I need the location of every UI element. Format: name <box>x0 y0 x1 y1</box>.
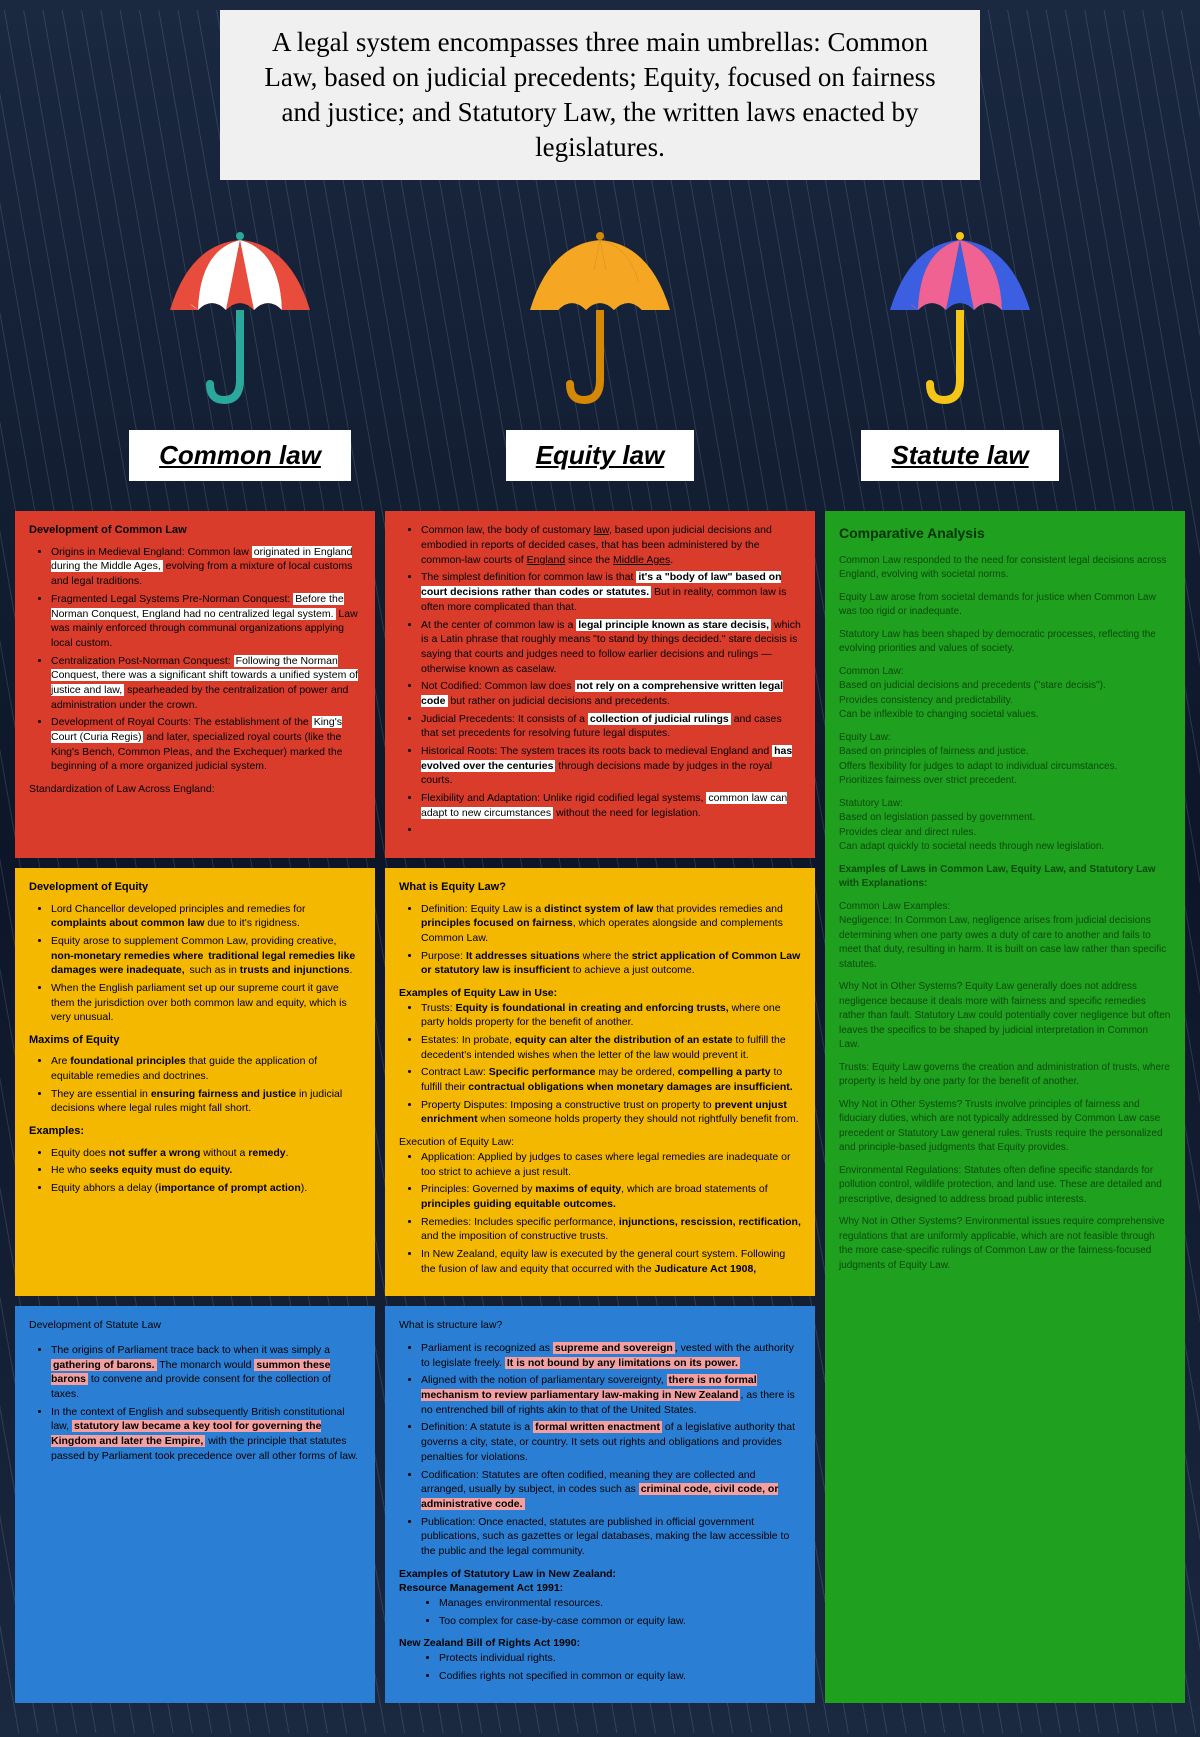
sidebar-para: Environmental Regulations: Statutes ofte… <box>839 1164 1171 1208</box>
sidebar-para: Statutory Law:Based on legislation passe… <box>839 797 1171 855</box>
list-item: At the center of common law is a legal p… <box>421 618 801 677</box>
header-box: A legal system encompasses three main um… <box>220 10 980 180</box>
statute-def-card: What is structure law? Parliament is rec… <box>385 1306 815 1703</box>
list-item: Codifies rights not specified in common … <box>439 1669 801 1684</box>
statute-dev-card: Development of Statute Law The origins o… <box>15 1306 375 1703</box>
content-grid: Development of Common Law Origins in Med… <box>0 491 1200 1713</box>
umbrella-column: Statute law <box>810 220 1110 481</box>
common-law-dev-card: Development of Common Law Origins in Med… <box>15 511 375 858</box>
comparative-analysis-card: Comparative Analysis Common Law responde… <box>825 511 1185 1703</box>
list-item: Remedies: Includes specific performance,… <box>421 1215 801 1244</box>
equity-dev-card: Development of EquityLord Chancellor dev… <box>15 868 375 1296</box>
list-item: Historical Roots: The system traces its … <box>421 744 801 788</box>
list-item: Not Codified: Common law does not rely o… <box>421 679 801 708</box>
list-item: In New Zealand, equity law is executed b… <box>421 1247 801 1276</box>
umbrella-label: Equity law <box>506 430 695 481</box>
list-item: Trusts: Equity is foundational in creati… <box>421 1001 801 1030</box>
sidebar-para: Why Not in Other Systems? Trusts involve… <box>839 1098 1171 1156</box>
list-item: Origins in Medieval England: Common law … <box>51 545 361 589</box>
list-item: In the context of English and subsequent… <box>51 1405 361 1464</box>
list-item: Manages environmental resources. <box>439 1596 801 1611</box>
list-item: Publication: Once enacted, statutes are … <box>421 1515 801 1559</box>
list-item: Principles: Governed by maxims of equity… <box>421 1182 801 1211</box>
list-item: The origins of Parliament trace back to … <box>51 1343 361 1402</box>
list-item: Protects individual rights. <box>439 1651 801 1666</box>
list-item: Aligned with the notion of parliamentary… <box>421 1373 801 1417</box>
list-item: The simplest definition for common law i… <box>421 570 801 614</box>
umbrella-column: Equity law <box>450 220 750 481</box>
list-item: Parliament is recognized as supreme and … <box>421 1341 801 1370</box>
sidebar-para: Equity Law arose from societal demands f… <box>839 591 1171 620</box>
list-item: Definition: A statute is a formal writte… <box>421 1420 801 1464</box>
list-item <box>421 823 801 838</box>
sidebar-para: Common Law:Based on judicial decisions a… <box>839 665 1171 723</box>
list-item: Common law, the body of customary law, b… <box>421 523 801 567</box>
equity-def-card: What is Equity Law? Definition: Equity L… <box>385 868 815 1296</box>
umbrella-column: Common law <box>90 220 390 481</box>
umbrella-label: Common law <box>129 430 351 481</box>
sidebar-para: Common Law responded to the need for con… <box>839 554 1171 583</box>
list-item: Codification: Statutes are often codifie… <box>421 1468 801 1512</box>
list-item: Too complex for case-by-case common or e… <box>439 1614 801 1629</box>
common-law-def-card: Common law, the body of customary law, b… <box>385 511 815 858</box>
list-item: Property Disputes: Imposing a constructi… <box>421 1098 801 1127</box>
sidebar-para: Examples of Laws in Common Law, Equity L… <box>839 863 1171 892</box>
list-item: Centralization Post-Norman Conquest: Fol… <box>51 654 361 713</box>
list-item: Estates: In probate, equity can alter th… <box>421 1033 801 1062</box>
umbrella-label: Statute law <box>861 430 1058 481</box>
list-item: Fragmented Legal Systems Pre-Norman Conq… <box>51 592 361 651</box>
sidebar-para: Common Law Examples:Negligence: In Commo… <box>839 900 1171 973</box>
sidebar-para: Why Not in Other Systems? Equity Law gen… <box>839 980 1171 1053</box>
sidebar-para: Trusts: Equity Law governs the creation … <box>839 1061 1171 1090</box>
sidebar-para: Statutory Law has been shaped by democra… <box>839 628 1171 657</box>
list-item: Purpose: It addresses situations where t… <box>421 949 801 978</box>
sidebar-para: Why Not in Other Systems? Environmental … <box>839 1215 1171 1273</box>
list-item: Definition: Equity Law is a distinct sys… <box>421 902 801 946</box>
list-item: Development of Royal Courts: The establi… <box>51 715 361 774</box>
list-item: Judicial Precedents: It consists of a co… <box>421 712 801 741</box>
list-item: Flexibility and Adaptation: Unlike rigid… <box>421 791 801 820</box>
umbrella-row: Common law Equity law Statute law <box>0 200 1200 491</box>
list-item: Contract Law: Specific performance may b… <box>421 1065 801 1094</box>
sidebar-para: Equity Law:Based on principles of fairne… <box>839 731 1171 789</box>
list-item: Application: Applied by judges to cases … <box>421 1150 801 1179</box>
